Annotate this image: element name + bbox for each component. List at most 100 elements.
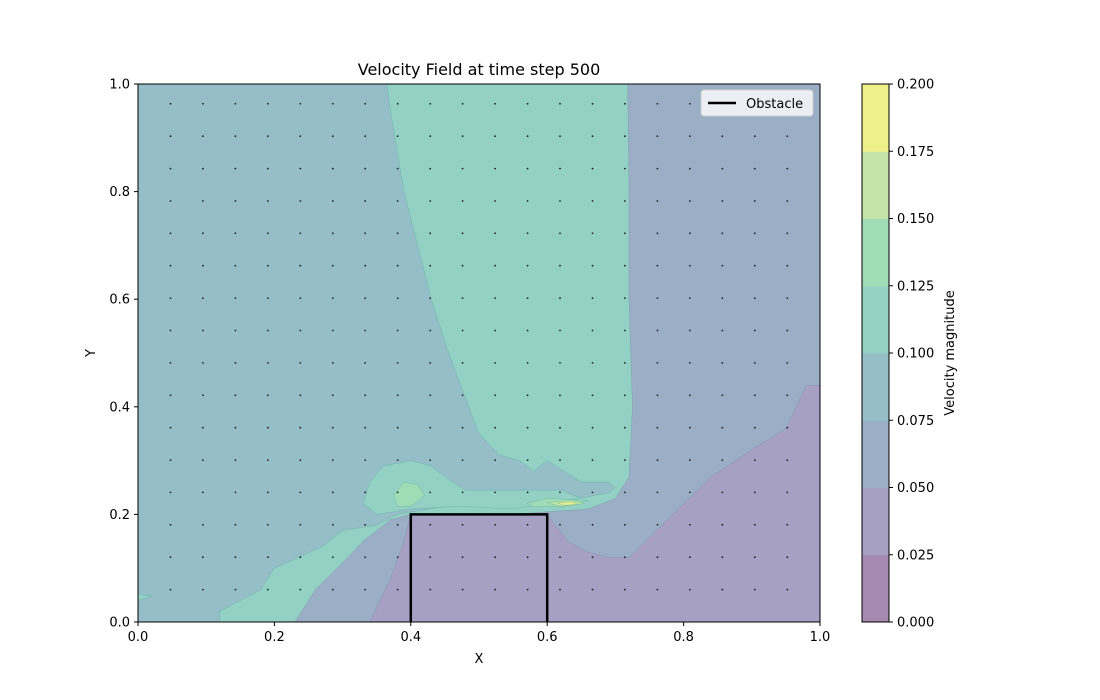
quiver-arrow	[591, 362, 594, 364]
quiver-arrow	[656, 459, 659, 461]
quiver-arrow	[396, 102, 399, 105]
quiver-arrow	[461, 167, 464, 170]
quiver-arrow	[591, 102, 594, 105]
quiver-arrow	[786, 394, 789, 397]
quiver-arrow	[591, 491, 594, 494]
x-tick-label: 0.8	[673, 630, 694, 645]
quiver-arrow	[721, 523, 724, 526]
quiver-arrow	[396, 329, 399, 332]
quiver-arrow	[494, 264, 496, 267]
quiver-arrow	[234, 459, 237, 461]
quiver-arrow	[624, 200, 626, 202]
quiver-arrow	[396, 426, 399, 429]
y-tick-label: 0.2	[109, 508, 130, 523]
quiver-arrow	[234, 102, 237, 105]
quiver-arrow	[299, 362, 302, 364]
colorbar-tick-label: 0.075	[897, 414, 934, 429]
quiver-arrow	[267, 556, 269, 559]
quiver-arrow	[656, 167, 659, 170]
quiver-arrow	[559, 297, 561, 299]
quiver-arrow	[299, 135, 302, 138]
quiver-arrow	[202, 200, 204, 202]
quiver-arrow	[753, 588, 756, 591]
quiver-arrow	[299, 232, 302, 235]
quiver-arrow	[721, 200, 724, 202]
quiver-arrow	[494, 297, 496, 299]
quiver-arrow	[591, 297, 594, 299]
quiver-arrow	[429, 167, 432, 170]
quiver-arrow	[299, 102, 302, 105]
colorbar-band	[862, 420, 889, 488]
contour-region-0.1	[138, 593, 152, 601]
quiver-arrow	[526, 491, 529, 494]
quiver-arrow	[169, 102, 172, 105]
quiver-arrow	[753, 297, 756, 299]
quiver-arrow	[656, 264, 659, 267]
colorbar-tick-label: 0.175	[897, 145, 934, 160]
quiver-arrow	[591, 200, 594, 202]
quiver-arrow	[299, 264, 302, 267]
quiver-arrow	[526, 394, 529, 397]
quiver-arrow	[331, 232, 334, 235]
quiver-arrow	[234, 200, 237, 202]
quiver-arrow	[624, 102, 626, 105]
quiver-arrow	[331, 329, 334, 332]
quiver-arrow	[169, 232, 172, 235]
y-tick-label: 0.0	[109, 616, 130, 631]
quiver-arrow	[267, 297, 269, 299]
quiver-arrow	[234, 362, 237, 364]
quiver-arrow	[364, 167, 367, 170]
quiver-arrow	[624, 491, 626, 494]
quiver-arrow	[786, 459, 789, 461]
quiver-arrow	[461, 426, 464, 429]
quiver-arrow	[494, 102, 496, 105]
quiver-arrow	[396, 523, 399, 526]
quiver-arrow	[656, 135, 659, 138]
contour-region-0.125	[393, 481, 425, 507]
quiver-arrow	[364, 523, 367, 526]
quiver-arrow	[299, 394, 302, 397]
x-tick-label: 0.6	[537, 630, 558, 645]
quiver-arrow	[364, 329, 367, 332]
quiver-arrow	[526, 523, 529, 526]
contour-region-0.025	[369, 385, 820, 622]
quiver-arrow	[526, 556, 529, 559]
quiver-arrow	[267, 588, 269, 591]
quiver-arrow	[429, 200, 432, 202]
quiver-arrow	[753, 459, 756, 461]
quiver-arrow	[461, 135, 464, 138]
quiver-arrow	[689, 459, 691, 461]
quiver-arrow	[494, 329, 496, 332]
quiver-arrow	[656, 523, 659, 526]
quiver-arrow	[461, 362, 464, 364]
quiver-arrow	[364, 232, 367, 235]
colorbar-tick-label: 0.125	[897, 279, 934, 294]
quiver-arrow	[656, 426, 659, 429]
quiver-arrow	[396, 556, 399, 559]
quiver-arrow	[786, 588, 789, 591]
quiver-arrow	[234, 232, 237, 235]
quiver-arrow	[234, 329, 237, 332]
quiver-arrow	[364, 459, 367, 461]
quiver-arrow	[331, 362, 334, 364]
quiver-arrow	[526, 264, 529, 267]
quiver-arrow	[202, 491, 204, 494]
quiver-arrow	[494, 556, 496, 559]
quiver-arrow	[624, 362, 626, 364]
legend-box	[700, 89, 814, 117]
quiver-arrow	[331, 264, 334, 267]
quiver-arrow	[429, 556, 432, 559]
quiver-arrow	[494, 394, 496, 397]
quiver-arrow	[461, 459, 464, 461]
quiver-arrow	[689, 588, 691, 591]
quiver-arrow	[753, 200, 756, 202]
quiver-arrow	[624, 588, 626, 591]
quiver-arrow	[494, 588, 496, 591]
quiver-arrow	[267, 329, 269, 332]
quiver-arrow	[559, 459, 561, 461]
quiver-arrow	[202, 362, 204, 364]
quiver-arrow	[396, 135, 399, 138]
quiver-arrow	[494, 135, 496, 138]
y-axis-label: Y	[84, 349, 99, 358]
